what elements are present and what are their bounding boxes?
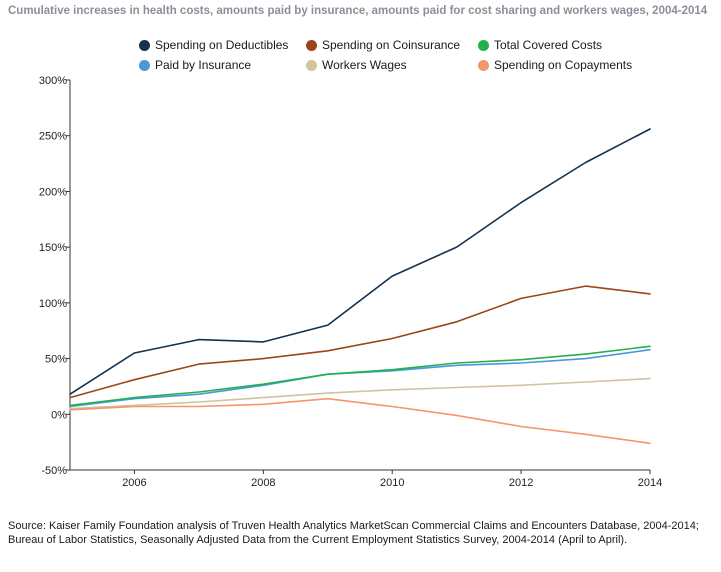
chart-title: Cumulative increases in health costs, am… (8, 5, 708, 17)
y-tick-label: 150% (39, 242, 67, 254)
legend-item: Total Covered Costs (478, 38, 602, 52)
legend-swatch (306, 39, 317, 51)
legend-swatch (139, 39, 150, 51)
legend-swatch (139, 59, 150, 71)
legend-item: Paid by Insurance (139, 58, 251, 72)
series-line-workers-wages (69, 377, 651, 410)
line-chart: -50% 0% 50% 100% 150% 200% 250% 300% 2006 2008 201… (39, 75, 662, 489)
legend-swatch (306, 59, 317, 71)
y-tick-label: 250% (39, 131, 67, 143)
series-line-paid-by-insurance (69, 348, 651, 408)
legend-item: Spending on Coinsurance (306, 38, 460, 52)
y-tick-label: -50% (41, 465, 67, 477)
series-line-spending-on-coinsurance (69, 285, 651, 399)
x-tick-label: 2010 (380, 477, 404, 489)
legend-label: Total Covered Costs (494, 38, 603, 52)
y-tick-label: 200% (39, 186, 67, 198)
series-line-total-covered-costs (69, 345, 651, 407)
legend-item: Spending on Deductibles (139, 38, 288, 52)
legend-label: Spending on Deductibles (155, 38, 289, 52)
y-tick-label: 0% (51, 409, 67, 421)
x-tick-label: 2014 (638, 477, 662, 489)
source-note: Source: Kaiser Family Foundation analysi… (8, 520, 699, 546)
series-line-spending-on-copayments (69, 397, 651, 445)
legend-item: Spending on Copayments (478, 58, 632, 72)
y-tick-label: 300% (39, 75, 67, 87)
legend-label: Paid by Insurance (155, 58, 252, 72)
chart-legend: Spending on Deductibles Spending on Coins… (0, 36, 721, 76)
x-tick-label: 2008 (251, 477, 275, 489)
legend-label: Spending on Coinsurance (322, 38, 461, 52)
x-tick-label: 2006 (122, 477, 146, 489)
legend-item: Workers Wages (306, 58, 407, 72)
legend-label: Workers Wages (322, 58, 407, 72)
legend-label: Spending on Copayments (494, 58, 633, 72)
legend-swatch (478, 39, 489, 51)
y-tick-label: 50% (45, 354, 67, 366)
y-tick-label: 100% (39, 298, 67, 310)
x-tick-label: 2012 (509, 477, 533, 489)
legend-swatch (478, 59, 489, 71)
series-line-spending-on-deductibles (69, 128, 651, 396)
